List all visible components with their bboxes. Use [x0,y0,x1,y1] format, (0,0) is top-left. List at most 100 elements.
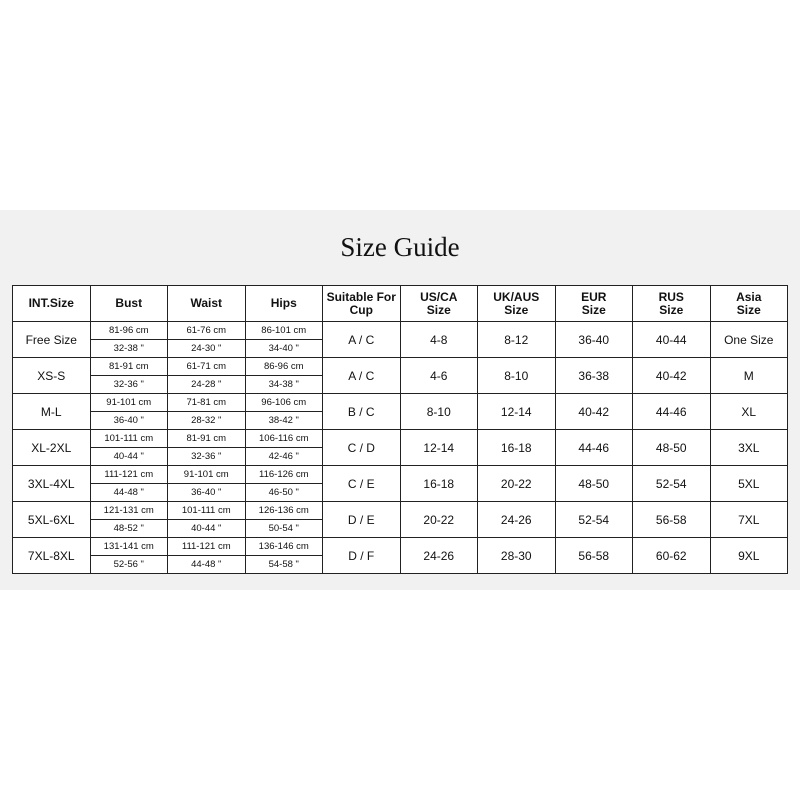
cell-cup: D / F [322,537,401,574]
header-uk-aus: UK/AUS Size [477,285,556,322]
cell-hips-cm: 96-106 cm [244,393,323,412]
cell-bust-cm: 101-111 cm [89,429,168,448]
cell-bust-in: 48-52 " [89,519,168,538]
cell-waist-in: 36-40 " [167,483,246,502]
cell-waist-cm: 71-81 cm [167,393,246,412]
cell-rus: 60-62 [632,537,711,574]
cell-waist-in: 24-30 " [167,339,246,358]
cell-bust-in: 44-48 " [89,483,168,502]
cell-waist-cm: 101-111 cm [167,501,246,520]
cell-bust-in: 32-38 " [89,339,168,358]
cell-cup: D / E [322,501,401,538]
cell-eur: 52-54 [554,501,633,538]
cell-uk: 12-14 [477,393,556,430]
cell-waist-cm: 81-91 cm [167,429,246,448]
table-row: 5XL-6XL 121-131 cm 101-111 cm 126-136 cm D /… [12,501,788,538]
size-table: INT.Size Bust Waist Hips Suitable For Cup US/C… [12,285,788,574]
header-eur: EUR Size [554,285,633,322]
cell-hips-in: 46-50 " [244,483,323,502]
cell-waist-cm: 61-76 cm [167,321,246,340]
cell-bust-in: 36-40 " [89,411,168,430]
cell-hips-in: 50-54 " [244,519,323,538]
cell-us: 4-8 [399,321,478,358]
cell-rus: 40-42 [632,357,711,394]
cell-cup: C / E [322,465,401,502]
table-row: M-L 91-101 cm 71-81 cm 96-106 cm B / C 8-10 12… [12,393,788,430]
cell-asia: 9XL [709,537,788,574]
cell-us: 4-6 [399,357,478,394]
cell-waist-cm: 91-101 cm [167,465,246,484]
cell-size: 7XL-8XL [12,537,91,574]
header-int-size: INT.Size [12,285,91,322]
cell-bust-in: 32-36 " [89,375,168,394]
cell-hips-in: 54-58 " [244,555,323,574]
cell-bust-cm: 81-96 cm [89,321,168,340]
cell-size: 5XL-6XL [12,501,91,538]
cell-hips-cm: 86-101 cm [244,321,323,340]
cell-hips-in: 38-42 " [244,411,323,430]
cell-bust-cm: 121-131 cm [89,501,168,520]
header-asia: Asia Size [709,285,788,322]
cell-rus: 48-50 [632,429,711,466]
cell-eur: 36-40 [554,321,633,358]
cell-us: 20-22 [399,501,478,538]
cell-waist-cm: 61-71 cm [167,357,246,376]
cell-hips-in: 34-40 " [244,339,323,358]
header-row: INT.Size Bust Waist Hips Suitable For Cup US/C… [12,285,788,322]
cell-waist-in: 40-44 " [167,519,246,538]
cell-eur: 36-38 [554,357,633,394]
cell-rus: 56-58 [632,501,711,538]
cell-us: 8-10 [399,393,478,430]
cell-asia: 5XL [709,465,788,502]
cell-asia: 3XL [709,429,788,466]
cell-bust-cm: 111-121 cm [89,465,168,484]
cell-uk: 20-22 [477,465,556,502]
cell-cup: A / C [322,321,401,358]
cell-waist-in: 24-28 " [167,375,246,394]
table-row: 3XL-4XL 111-121 cm 91-101 cm 116-126 cm C / … [12,465,788,502]
cell-size: Free Size [12,321,91,358]
cell-uk: 24-26 [477,501,556,538]
cell-size: 3XL-4XL [12,465,91,502]
cell-rus: 40-44 [632,321,711,358]
cell-eur: 56-58 [554,537,633,574]
cell-waist-in: 28-32 " [167,411,246,430]
table-row-inches: 32-38 " 24-30 " 34-40 " [13,339,788,358]
table-row-inches: 48-52 " 40-44 " 50-54 " [13,519,788,538]
cell-asia: XL [709,393,788,430]
cell-hips-in: 34-38 " [244,375,323,394]
cell-us: 24-26 [399,537,478,574]
cell-waist-in: 44-48 " [167,555,246,574]
cell-asia: 7XL [709,501,788,538]
cell-asia: One Size [709,321,788,358]
cell-hips-cm: 136-146 cm [244,537,323,556]
cell-cup: B / C [322,393,401,430]
header-rus: RUS Size [632,285,711,322]
table-row: 7XL-8XL 131-141 cm 111-121 cm 136-146 cm D /… [12,537,788,574]
cell-eur: 48-50 [554,465,633,502]
cell-bust-cm: 91-101 cm [89,393,168,412]
cell-waist-in: 32-36 " [167,447,246,466]
header-bust: Bust [89,285,168,322]
cell-bust-in: 40-44 " [89,447,168,466]
cell-size: M-L [12,393,91,430]
cell-cup: C / D [322,429,401,466]
table-row-inches: 40-44 " 32-36 " 42-46 " [13,447,788,466]
cell-size: XL-2XL [12,429,91,466]
page-title: Size Guide [340,232,460,262]
cell-eur: 40-42 [554,393,633,430]
cell-uk: 28-30 [477,537,556,574]
cell-waist-cm: 111-121 cm [167,537,246,556]
cell-hips-cm: 116-126 cm [244,465,323,484]
cell-hips-cm: 106-116 cm [244,429,323,448]
cell-uk: 8-10 [477,357,556,394]
cell-rus: 52-54 [632,465,711,502]
cell-hips-cm: 86-96 cm [244,357,323,376]
cell-bust-in: 52-56 " [89,555,168,574]
table-row-inches: 52-56 " 44-48 " 54-58 " [13,555,788,574]
cell-rus: 44-46 [632,393,711,430]
cell-bust-cm: 131-141 cm [89,537,168,556]
cell-eur: 44-46 [554,429,633,466]
